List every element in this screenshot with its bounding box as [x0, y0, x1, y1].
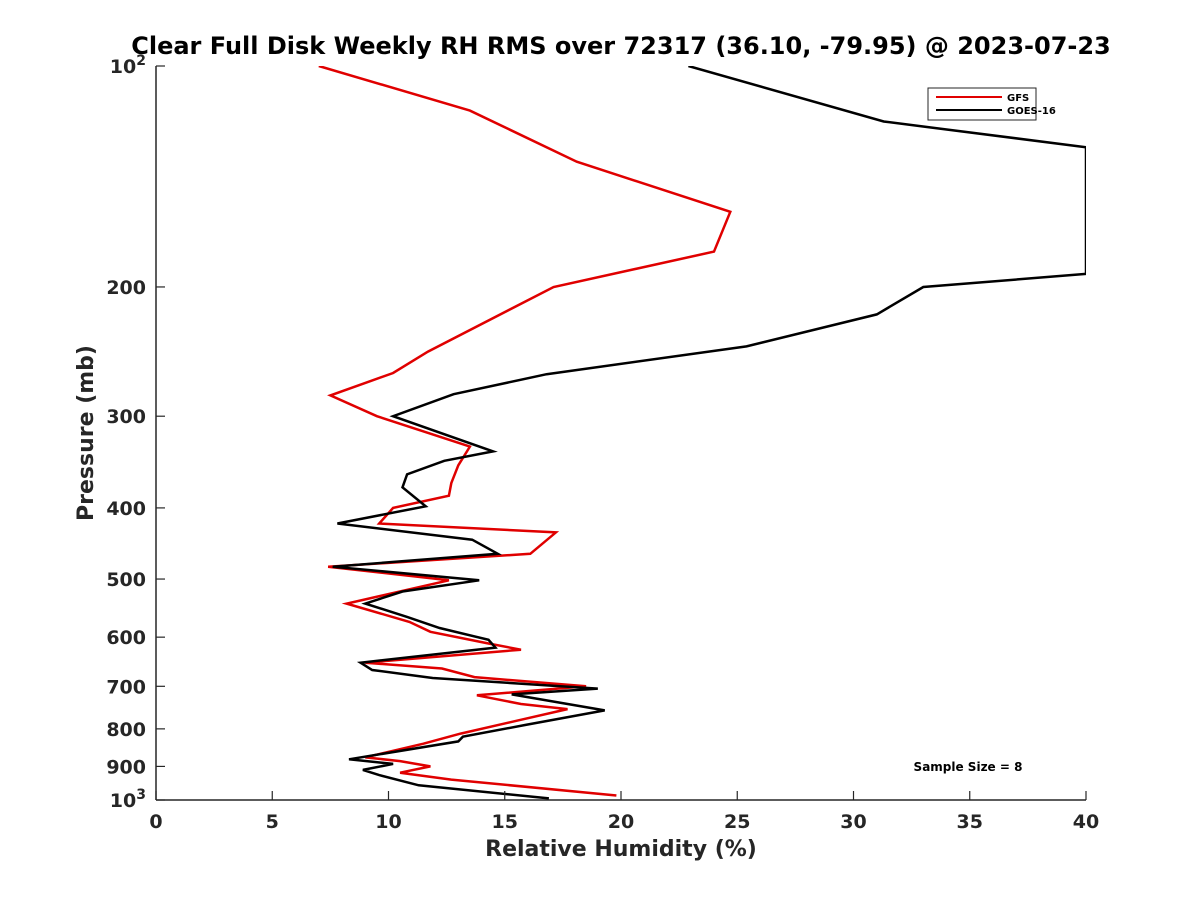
series-line-gfs — [318, 66, 732, 797]
chart-title: Clear Full Disk Weekly RH RMS over 72317… — [131, 32, 1111, 60]
y-tick-label: 900 — [106, 756, 146, 778]
x-tick-label: 10 — [375, 811, 401, 833]
y-tick-label: 500 — [106, 569, 146, 591]
y-tick-label: 700 — [106, 676, 146, 698]
x-tick-label: 20 — [608, 811, 634, 833]
series-line-goes16 — [332, 66, 1086, 800]
x-axis-label: Relative Humidity (%) — [485, 837, 757, 862]
x-tick-label: 40 — [1073, 811, 1099, 833]
legend-box — [927, 87, 1037, 121]
legend-label-gfs: GFS — [1007, 93, 1029, 104]
y-ticks: 102 200 300 400 500 600 700 800 900 103 — [106, 53, 165, 812]
x-tick-label: 30 — [840, 811, 866, 833]
y-tick-label: 102 — [110, 53, 146, 78]
y-tick-label: 300 — [106, 406, 146, 428]
y-tick-label: 200 — [106, 277, 146, 299]
legend: GFS GOES-16 — [927, 87, 1056, 121]
legend-label-goes16: GOES-16 — [1007, 106, 1056, 117]
x-tick-label: 0 — [149, 811, 162, 833]
sample-size-annotation: Sample Size = 8 — [914, 760, 1023, 774]
y-tick-label: 600 — [106, 627, 146, 649]
x-tick-label: 35 — [957, 811, 983, 833]
x-tick-label: 25 — [724, 811, 750, 833]
y-tick-label: 400 — [106, 498, 146, 520]
x-tick-label: 5 — [266, 811, 279, 833]
series-layer — [318, 66, 1086, 800]
y-tick-label: 800 — [106, 719, 146, 741]
y-tick-label: 103 — [110, 787, 146, 812]
x-tick-label: 15 — [492, 811, 518, 833]
x-ticks: 0 5 10 15 20 25 30 35 40 — [149, 791, 1099, 833]
y-axis-label: Pressure (mb) — [74, 345, 99, 521]
